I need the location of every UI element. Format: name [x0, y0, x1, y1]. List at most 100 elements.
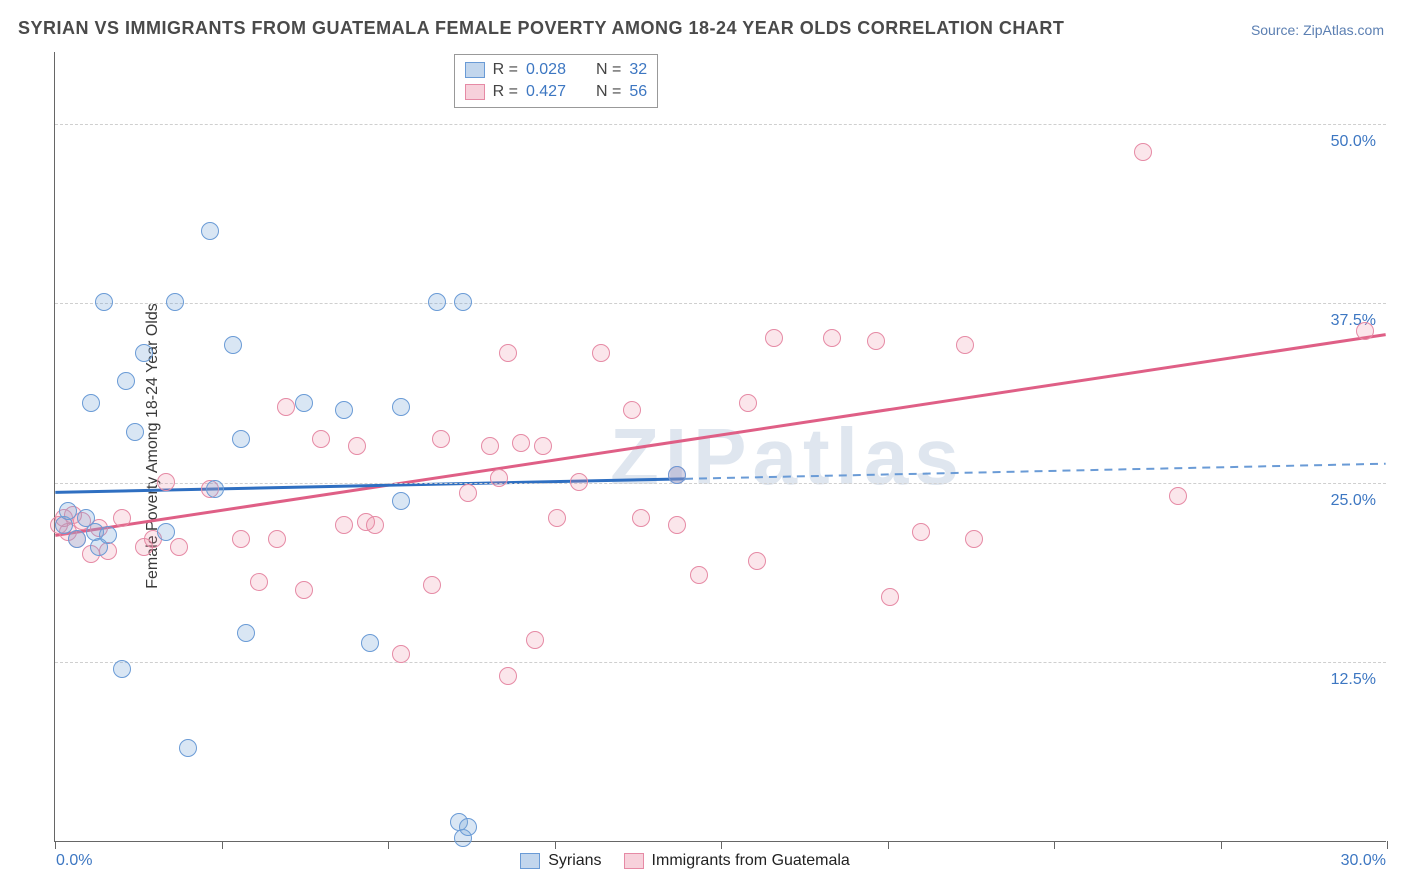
data-point [82, 394, 100, 412]
data-point [335, 401, 353, 419]
data-point [570, 473, 588, 491]
x-axis-zero-label: 0.0% [56, 852, 92, 870]
data-point [224, 336, 242, 354]
data-point [277, 398, 295, 416]
data-point [423, 576, 441, 594]
data-point [361, 634, 379, 652]
data-point [912, 523, 930, 541]
series-label: Syrians [548, 852, 601, 870]
data-point [206, 480, 224, 498]
data-point [135, 344, 153, 362]
swatch-icon [624, 853, 644, 869]
r-label: R = [493, 61, 518, 79]
y-tick-label: 50.0% [1331, 133, 1376, 151]
source-attribution: Source: ZipAtlas.com [1251, 22, 1384, 38]
data-point [59, 502, 77, 520]
legend-item: Syrians [520, 852, 601, 870]
swatch-icon [520, 853, 540, 869]
data-point [956, 336, 974, 354]
data-point [268, 530, 286, 548]
r-value: 0.028 [526, 61, 566, 79]
data-point [312, 430, 330, 448]
data-point [499, 667, 517, 685]
data-point [668, 466, 686, 484]
data-point [432, 430, 450, 448]
x-axis-max-label: 30.0% [1341, 852, 1386, 870]
legend-item: Immigrants from Guatemala [624, 852, 850, 870]
x-tick [1387, 841, 1388, 849]
gridline [55, 124, 1386, 125]
data-point [295, 581, 313, 599]
data-point [232, 530, 250, 548]
data-point [117, 372, 135, 390]
n-label: N = [596, 61, 621, 79]
data-point [867, 332, 885, 350]
series-legend: Syrians Immigrants from Guatemala [520, 852, 850, 870]
data-point [295, 394, 313, 412]
regression-lines-layer [55, 52, 1386, 841]
swatch-icon [465, 84, 485, 100]
gridline [55, 662, 1386, 663]
data-point [157, 473, 175, 491]
data-point [68, 530, 86, 548]
x-tick [222, 841, 223, 849]
legend-row: R = 0.427 N = 56 [465, 81, 648, 103]
data-point [526, 631, 544, 649]
data-point [250, 573, 268, 591]
data-point [499, 344, 517, 362]
data-point [392, 398, 410, 416]
data-point [237, 624, 255, 642]
chart-title: SYRIAN VS IMMIGRANTS FROM GUATEMALA FEMA… [18, 18, 1064, 39]
watermark: ZIPatlas [610, 411, 965, 503]
x-tick [721, 841, 722, 849]
data-point [95, 293, 113, 311]
data-point [548, 509, 566, 527]
n-value: 56 [629, 83, 647, 101]
y-tick-label: 12.5% [1331, 671, 1376, 689]
data-point [1356, 322, 1374, 340]
data-point [823, 329, 841, 347]
data-point [481, 437, 499, 455]
y-tick-label: 25.0% [1331, 492, 1376, 510]
x-tick [555, 841, 556, 849]
x-tick [1054, 841, 1055, 849]
plot-area: ZIPatlas 12.5%25.0%37.5%50.0% [54, 52, 1386, 842]
data-point [748, 552, 766, 570]
x-tick [888, 841, 889, 849]
data-point [454, 293, 472, 311]
data-point [179, 739, 197, 757]
regression-line [685, 464, 1386, 479]
data-point [459, 818, 477, 836]
data-point [99, 526, 117, 544]
data-point [392, 645, 410, 663]
data-point [512, 434, 530, 452]
data-point [335, 516, 353, 534]
data-point [668, 516, 686, 534]
data-point [623, 401, 641, 419]
swatch-icon [465, 62, 485, 78]
data-point [1134, 143, 1152, 161]
data-point [534, 437, 552, 455]
r-value: 0.427 [526, 83, 566, 101]
data-point [632, 509, 650, 527]
regression-line [55, 479, 685, 493]
data-point [1169, 487, 1187, 505]
x-tick [55, 841, 56, 849]
data-point [348, 437, 366, 455]
legend-row: R = 0.028 N = 32 [465, 59, 648, 81]
n-value: 32 [629, 61, 647, 79]
data-point [592, 344, 610, 362]
data-point [965, 530, 983, 548]
data-point [113, 660, 131, 678]
data-point [739, 394, 757, 412]
data-point [170, 538, 188, 556]
series-label: Immigrants from Guatemala [652, 852, 850, 870]
data-point [113, 509, 131, 527]
data-point [690, 566, 708, 584]
x-tick [1221, 841, 1222, 849]
r-label: R = [493, 83, 518, 101]
data-point [392, 492, 410, 510]
x-tick [388, 841, 389, 849]
data-point [490, 469, 508, 487]
data-point [157, 523, 175, 541]
